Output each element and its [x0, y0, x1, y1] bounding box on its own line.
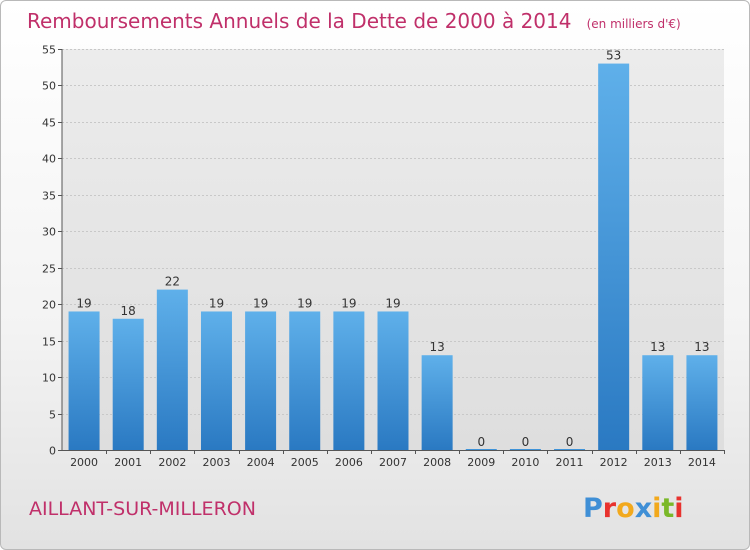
- bar-2005: [289, 311, 321, 450]
- y-tick-label-45: 45: [42, 117, 56, 130]
- y-tick-label-10: 10: [42, 372, 56, 385]
- proxiti-logo: Proxiti: [583, 493, 684, 524]
- value-label-2009: 0: [477, 435, 485, 449]
- value-label-2004: 19: [253, 296, 268, 310]
- commune-name: AILLANT-SUR-MILLERON: [29, 498, 256, 520]
- bar-2000: [68, 311, 100, 450]
- value-label-2000: 19: [76, 296, 91, 310]
- logo-letter-6: i: [674, 493, 683, 524]
- chart-title: Remboursements Annuels de la Dette de 20…: [27, 9, 681, 33]
- value-label-2003: 19: [209, 296, 224, 310]
- bar-2011: [554, 449, 586, 450]
- y-tick-label-0: 0: [49, 445, 56, 458]
- y-tick-label-25: 25: [42, 263, 56, 276]
- bar-2003: [200, 311, 232, 450]
- logo-letter-5: t: [661, 493, 674, 524]
- x-axis-ticks: 2000 2001 2002 2003 2004 2005 2006 2007 2008 2009…: [70, 450, 725, 469]
- y-tick-label-50: 50: [42, 80, 56, 93]
- bar-2010: [509, 449, 541, 450]
- x-tick-label-2013: 2013: [644, 456, 672, 469]
- value-label-2008: 13: [429, 340, 444, 354]
- bar-2012: [598, 63, 630, 450]
- bar-2004: [245, 311, 277, 450]
- logo-letter-4: i: [652, 493, 661, 524]
- chart-title-text: Remboursements Annuels de la Dette de 20…: [27, 9, 571, 33]
- x-tick-label-2000: 2000: [70, 456, 98, 469]
- logo-letter-2: o: [616, 493, 635, 524]
- value-label-2011: 0: [566, 435, 574, 449]
- x-tick-label-2006: 2006: [335, 456, 363, 469]
- x-tick-label-2011: 2011: [556, 456, 584, 469]
- y-tick-label-40: 40: [42, 153, 56, 166]
- x-tick-label-2004: 2004: [247, 456, 275, 469]
- y-tick-label-35: 35: [42, 190, 56, 203]
- bar-2006: [333, 311, 365, 450]
- value-labels: 19 18 22 19 19 19 19 19 13 0 0 0 53 13 13: [76, 49, 709, 449]
- x-tick-label-2010: 2010: [511, 456, 539, 469]
- value-label-2001: 18: [121, 304, 136, 318]
- bar-2007: [377, 311, 409, 450]
- bar-2009: [465, 449, 497, 450]
- y-tick-label-15: 15: [42, 336, 56, 349]
- y-tick-label-30: 30: [42, 226, 56, 239]
- x-tick-label-2002: 2002: [158, 456, 186, 469]
- x-tick-label-2005: 2005: [291, 456, 319, 469]
- value-label-2002: 22: [165, 275, 180, 289]
- x-tick-label-2003: 2003: [202, 456, 230, 469]
- x-tick-label-2012: 2012: [600, 456, 628, 469]
- logo-letter-3: x: [635, 493, 652, 524]
- bar-2001: [112, 318, 144, 450]
- chart-unit-text: (en milliers d'€): [587, 17, 681, 31]
- bar-2002: [156, 289, 188, 450]
- x-tick-label-2014: 2014: [688, 456, 716, 469]
- value-label-2006: 19: [341, 296, 356, 310]
- bar-2013: [642, 355, 674, 450]
- value-label-2013: 13: [650, 340, 665, 354]
- value-label-2014: 13: [694, 340, 709, 354]
- y-tick-label-5: 5: [49, 409, 56, 422]
- y-tick-label-20: 20: [42, 299, 56, 312]
- value-label-2005: 19: [297, 296, 312, 310]
- logo-letter-0: P: [583, 493, 603, 524]
- bar-2008: [421, 355, 453, 450]
- y-axis-ticks: 0 5 10 15 20 25 30 35 40 45 50 55: [42, 44, 62, 458]
- bars: [68, 63, 718, 450]
- x-tick-label-2009: 2009: [467, 456, 495, 469]
- logo-letter-1: r: [603, 493, 617, 524]
- x-tick-label-2007: 2007: [379, 456, 407, 469]
- bar-2014: [686, 355, 718, 450]
- value-label-2010: 0: [522, 435, 530, 449]
- y-tick-label-55: 55: [42, 44, 56, 57]
- x-tick-label-2008: 2008: [423, 456, 451, 469]
- x-tick-label-2001: 2001: [114, 456, 142, 469]
- value-label-2007: 19: [385, 296, 400, 310]
- value-label-2012: 53: [606, 49, 621, 63]
